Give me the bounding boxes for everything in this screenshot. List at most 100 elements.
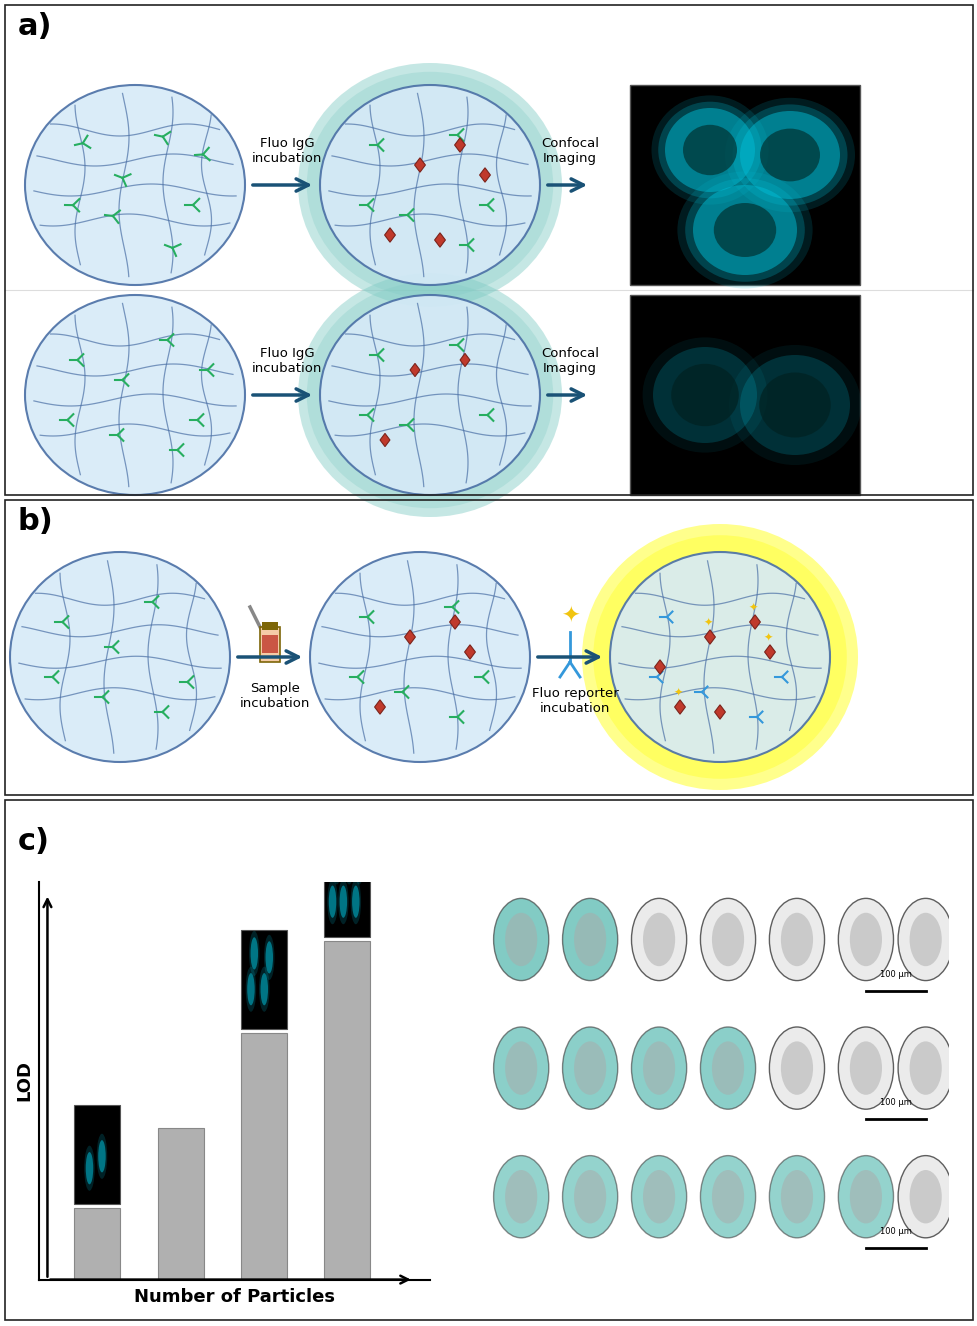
- Ellipse shape: [345, 846, 353, 878]
- Ellipse shape: [837, 899, 893, 981]
- Ellipse shape: [658, 102, 761, 199]
- Ellipse shape: [711, 1170, 743, 1224]
- Ellipse shape: [265, 941, 273, 973]
- Ellipse shape: [581, 524, 857, 790]
- Ellipse shape: [593, 536, 846, 778]
- Ellipse shape: [758, 373, 829, 438]
- Polygon shape: [449, 615, 460, 630]
- Ellipse shape: [344, 839, 354, 884]
- Polygon shape: [703, 630, 714, 644]
- Ellipse shape: [769, 1156, 824, 1238]
- Ellipse shape: [562, 899, 617, 981]
- Ellipse shape: [264, 935, 275, 980]
- Text: Fluo IgG
incubation: Fluo IgG incubation: [251, 347, 321, 375]
- Ellipse shape: [10, 552, 230, 762]
- X-axis label: Number of Particles: Number of Particles: [134, 1288, 335, 1306]
- Ellipse shape: [259, 967, 270, 1012]
- Ellipse shape: [740, 355, 849, 455]
- Ellipse shape: [573, 1170, 606, 1224]
- Bar: [629, 294, 859, 495]
- Polygon shape: [454, 138, 465, 152]
- Ellipse shape: [631, 1026, 686, 1109]
- Text: c): c): [18, 827, 50, 857]
- Bar: [74, 1105, 120, 1204]
- Ellipse shape: [504, 1041, 536, 1095]
- Polygon shape: [764, 644, 775, 659]
- Ellipse shape: [849, 1041, 881, 1095]
- Ellipse shape: [328, 886, 336, 918]
- Polygon shape: [374, 700, 385, 715]
- Polygon shape: [404, 630, 415, 644]
- Ellipse shape: [897, 1026, 953, 1109]
- Ellipse shape: [780, 1170, 812, 1224]
- Ellipse shape: [350, 879, 361, 924]
- Ellipse shape: [769, 899, 824, 981]
- Text: Confocal
Imaging: Confocal Imaging: [540, 137, 598, 164]
- Ellipse shape: [247, 973, 254, 1005]
- Ellipse shape: [86, 1152, 93, 1184]
- Ellipse shape: [319, 294, 539, 495]
- Ellipse shape: [642, 912, 674, 967]
- Ellipse shape: [97, 1134, 107, 1179]
- Ellipse shape: [769, 1026, 824, 1109]
- Text: ✦: ✦: [747, 603, 757, 613]
- Ellipse shape: [307, 72, 553, 298]
- Polygon shape: [434, 233, 445, 247]
- Ellipse shape: [352, 886, 360, 918]
- Ellipse shape: [562, 1156, 617, 1238]
- Ellipse shape: [493, 1026, 548, 1109]
- Polygon shape: [714, 705, 725, 719]
- Polygon shape: [459, 354, 470, 366]
- Text: ✦: ✦: [560, 607, 578, 627]
- Ellipse shape: [837, 1156, 893, 1238]
- Ellipse shape: [260, 973, 268, 1005]
- Ellipse shape: [682, 125, 737, 175]
- Ellipse shape: [332, 846, 340, 878]
- Ellipse shape: [711, 912, 743, 967]
- Ellipse shape: [849, 912, 881, 967]
- Text: a): a): [18, 12, 53, 41]
- Ellipse shape: [245, 967, 256, 1012]
- Ellipse shape: [493, 1156, 548, 1238]
- Text: ✦: ✦: [702, 618, 712, 629]
- Ellipse shape: [84, 1146, 95, 1191]
- Ellipse shape: [642, 1041, 674, 1095]
- Text: Sample
incubation: Sample incubation: [239, 682, 310, 709]
- Ellipse shape: [307, 282, 553, 508]
- Ellipse shape: [331, 839, 342, 884]
- Ellipse shape: [327, 879, 337, 924]
- Ellipse shape: [562, 1026, 617, 1109]
- Ellipse shape: [25, 85, 245, 285]
- Ellipse shape: [354, 839, 364, 884]
- Ellipse shape: [98, 1140, 106, 1172]
- Ellipse shape: [642, 1170, 674, 1224]
- Ellipse shape: [909, 912, 941, 967]
- Text: ✦: ✦: [762, 633, 772, 643]
- Ellipse shape: [897, 1156, 953, 1238]
- Ellipse shape: [728, 345, 860, 465]
- Ellipse shape: [693, 186, 796, 274]
- Ellipse shape: [897, 899, 953, 981]
- Polygon shape: [479, 168, 489, 182]
- Ellipse shape: [573, 912, 606, 967]
- Text: 100 μm: 100 μm: [879, 1227, 911, 1236]
- Polygon shape: [674, 700, 685, 715]
- Ellipse shape: [849, 1170, 881, 1224]
- Text: Fluo IgG
incubation: Fluo IgG incubation: [251, 137, 321, 164]
- Text: Confocal
Imaging: Confocal Imaging: [540, 347, 598, 375]
- Bar: [240, 1033, 286, 1280]
- Ellipse shape: [740, 111, 839, 199]
- Bar: [5, 800, 972, 1319]
- Ellipse shape: [711, 1041, 743, 1095]
- Bar: [157, 1128, 203, 1280]
- Ellipse shape: [249, 931, 259, 976]
- Ellipse shape: [653, 347, 756, 443]
- Polygon shape: [654, 660, 664, 674]
- Ellipse shape: [909, 1170, 941, 1224]
- Ellipse shape: [780, 1041, 812, 1095]
- Ellipse shape: [724, 98, 854, 212]
- Ellipse shape: [310, 552, 530, 762]
- Ellipse shape: [685, 178, 804, 281]
- Ellipse shape: [631, 899, 686, 981]
- Ellipse shape: [339, 886, 347, 918]
